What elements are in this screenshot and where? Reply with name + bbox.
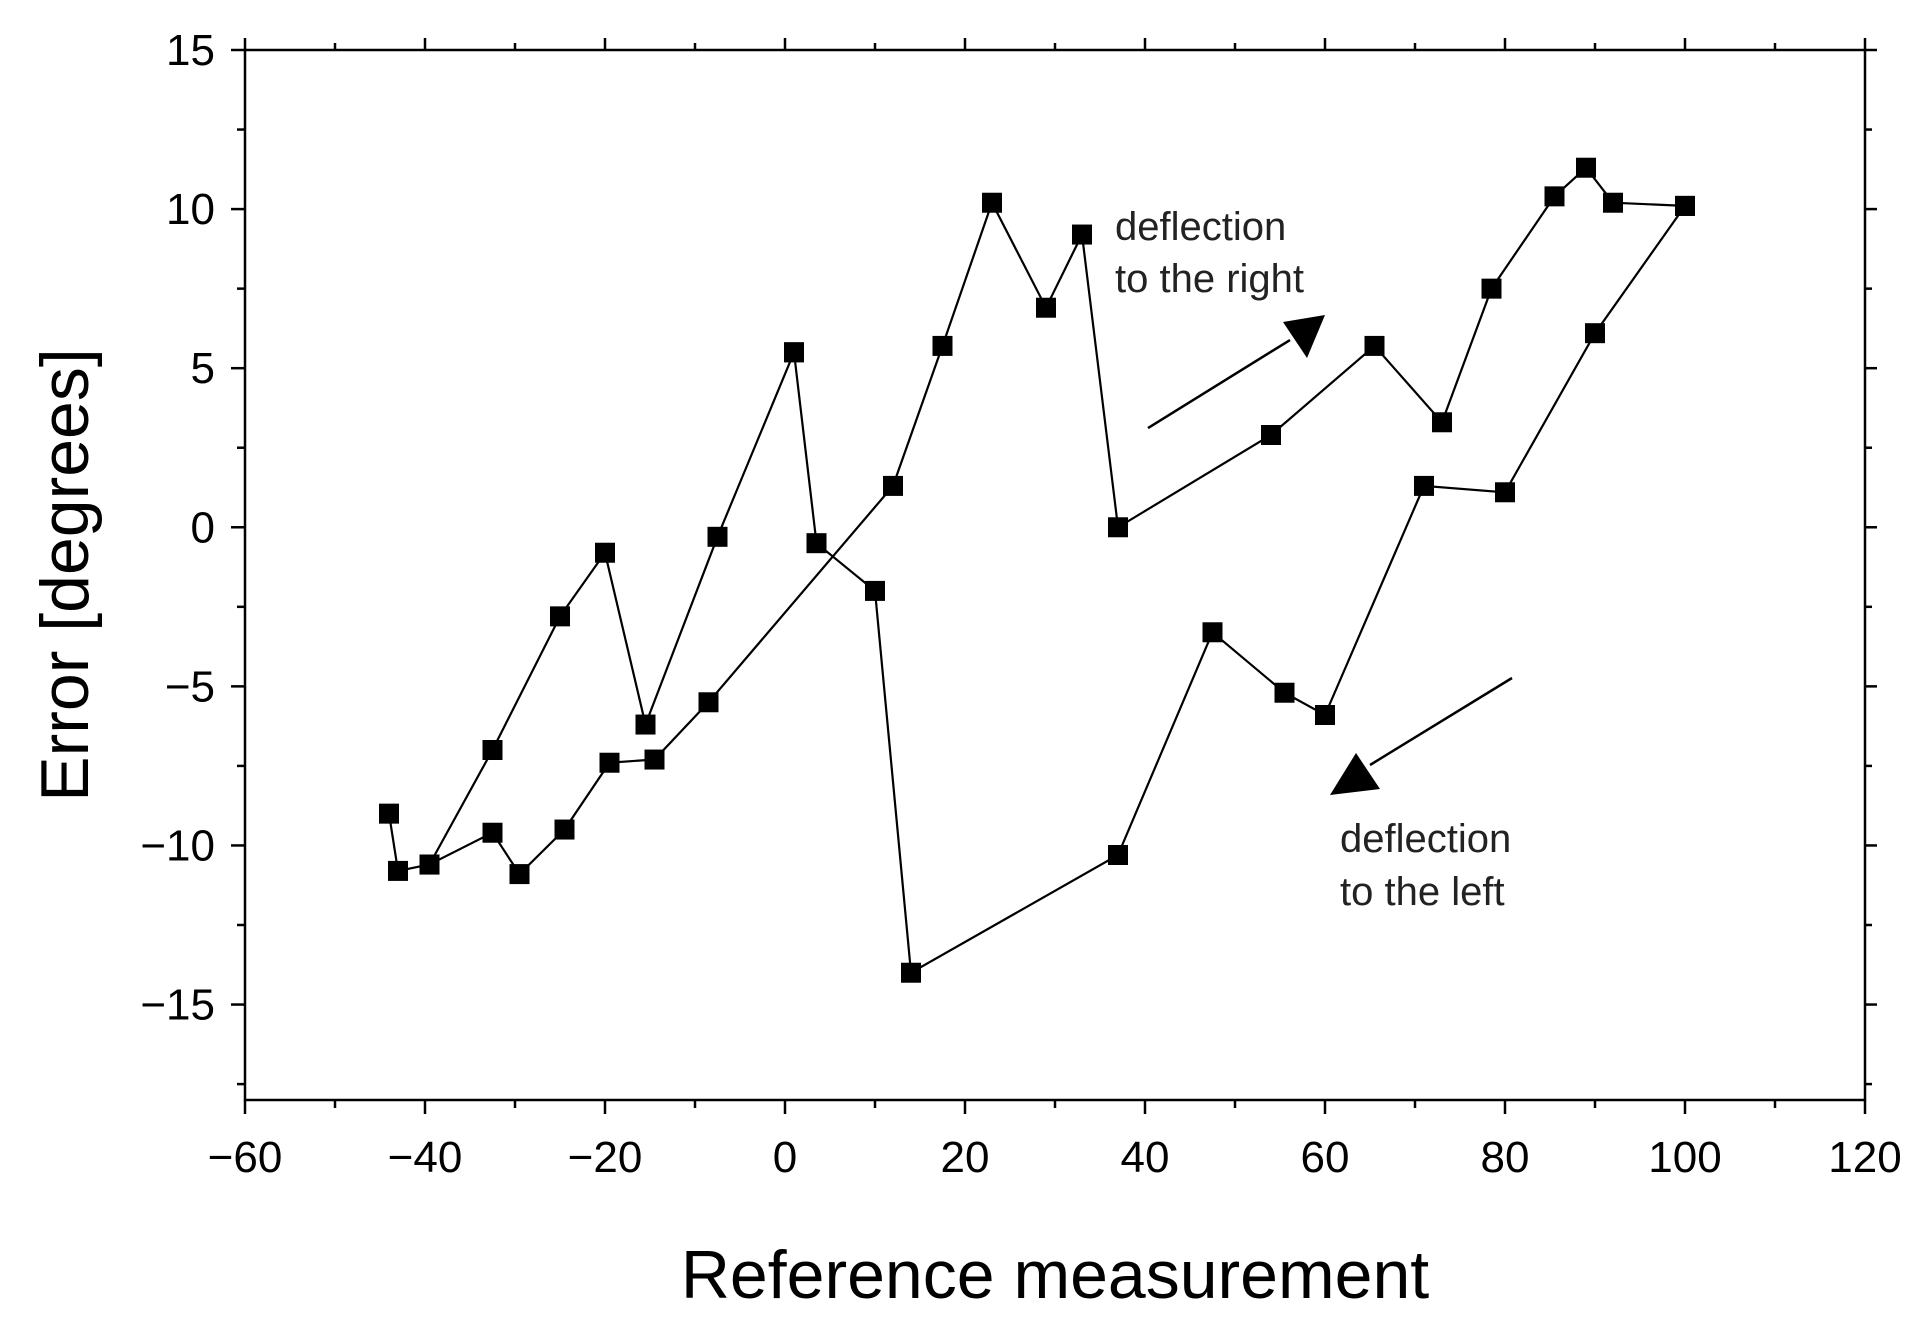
data-point-marker (806, 533, 827, 554)
data-point-marker (784, 342, 804, 363)
data-point-marker (883, 475, 903, 496)
data-point-marker (1261, 425, 1281, 445)
x-tick-label: 60 (1301, 1133, 1350, 1182)
y-tick-label: 0 (191, 503, 215, 552)
data-point-marker (901, 962, 921, 983)
x-axis-title: Reference measurement (681, 1237, 1429, 1313)
annotation-right-line2: to the right (1115, 257, 1304, 301)
arrow-right-head (1283, 315, 1325, 358)
series-markers (379, 157, 1695, 983)
data-point-marker (1585, 323, 1605, 344)
data-point-marker (379, 803, 399, 824)
data-point-marker (1364, 335, 1385, 356)
annotation-right-line1: deflection (1115, 205, 1286, 249)
data-point-marker (1495, 482, 1515, 503)
data-point-marker (1274, 682, 1295, 703)
annotation-right: deflection to the right (1115, 205, 1325, 430)
arrow-left-head (1330, 753, 1380, 795)
x-tick-labels: −60 −40 −20 0 20 40 60 80 100 120 (208, 1133, 1902, 1182)
data-point-marker (554, 819, 575, 840)
axis-ticks (231, 38, 1877, 1114)
data-point-marker (388, 860, 408, 881)
data-point-marker (698, 692, 719, 713)
data-point-marker (1202, 622, 1223, 643)
data-point-marker (982, 192, 1002, 213)
x-tick-label: 40 (1121, 1133, 1170, 1182)
data-point-marker (1036, 297, 1056, 318)
y-tick-label: −10 (140, 821, 215, 870)
y-tick-labels: −15 −10 −5 0 5 10 15 (140, 26, 215, 1030)
data-point-marker (1414, 475, 1434, 496)
x-tick-label: 100 (1648, 1133, 1721, 1182)
data-point-marker (1432, 412, 1452, 433)
data-point-marker (1072, 224, 1092, 245)
y-tick-label: 15 (166, 26, 215, 75)
data-point-marker (419, 854, 440, 875)
annotation-left-line1: deflection (1340, 817, 1511, 861)
arrow-right-line (1147, 338, 1291, 430)
data-point-marker (599, 752, 620, 773)
data-point-marker (482, 740, 503, 760)
data-point-marker (1603, 192, 1623, 213)
x-tick-label: −40 (388, 1133, 463, 1182)
data-point-marker (644, 749, 665, 770)
y-tick-label: −5 (165, 662, 215, 711)
data-point-marker (1544, 186, 1565, 207)
data-point-marker (482, 822, 503, 843)
annotation-left: deflection to the left (1330, 676, 1513, 914)
data-point-marker (1675, 195, 1695, 216)
data-point-marker (707, 526, 728, 547)
data-point-marker (1108, 517, 1128, 538)
data-point-marker (1108, 845, 1128, 865)
x-tick-label: 120 (1828, 1133, 1901, 1182)
data-point-marker (635, 714, 656, 735)
series-line-0 (387, 166, 1686, 876)
y-axis-title: Error [degrees] (27, 348, 103, 802)
x-tick-label: −20 (568, 1133, 643, 1182)
x-tick-label: −60 (208, 1133, 283, 1182)
series-line-1 (792, 205, 1686, 975)
data-point-marker (509, 864, 530, 885)
y-tick-label: 5 (191, 344, 215, 393)
annotation-left-line2: to the left (1340, 870, 1505, 914)
x-tick-label: 80 (1481, 1133, 1530, 1182)
data-point-marker (1481, 278, 1502, 299)
arrow-left-line (1369, 676, 1513, 767)
data-point-marker (595, 542, 615, 563)
data-point-marker (865, 580, 885, 601)
y-tick-label: −15 (140, 981, 215, 1030)
data-point-marker (1576, 157, 1596, 178)
y-tick-label: 10 (166, 185, 215, 234)
x-tick-label: 0 (773, 1133, 797, 1182)
data-point-marker (550, 606, 570, 627)
data-point-marker (932, 335, 953, 356)
x-tick-label: 20 (941, 1133, 990, 1182)
data-point-marker (1315, 705, 1335, 725)
series-line-2 (428, 351, 796, 866)
